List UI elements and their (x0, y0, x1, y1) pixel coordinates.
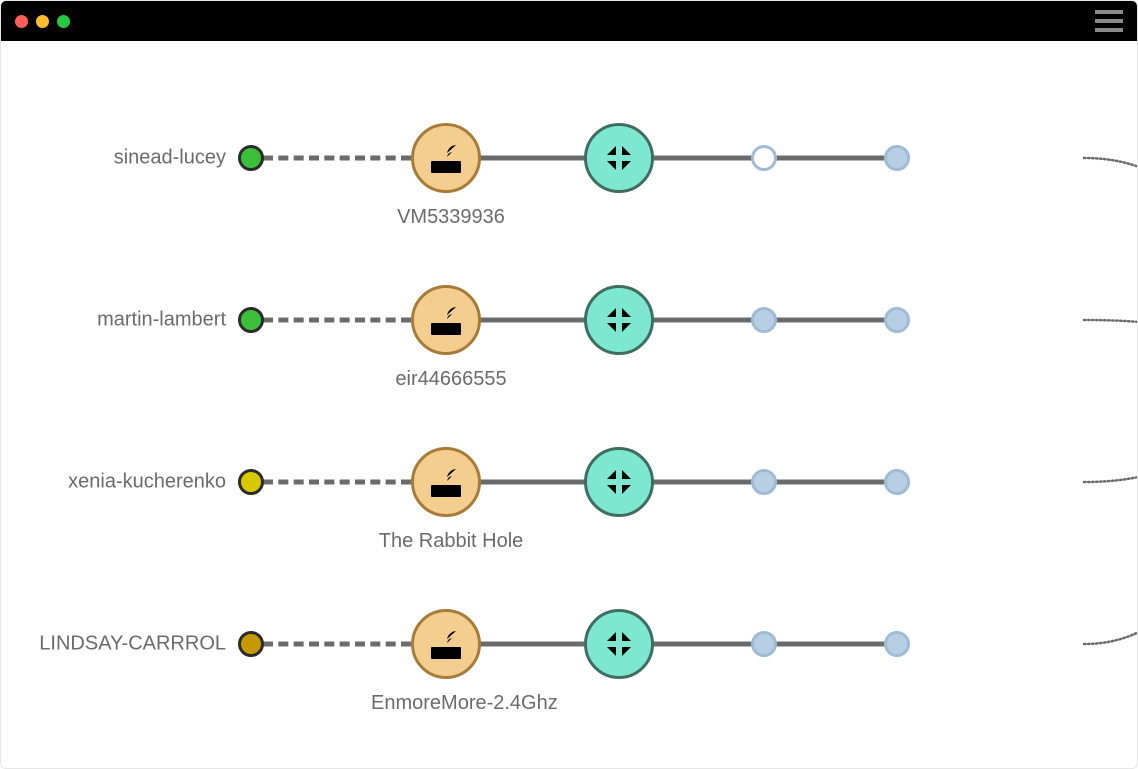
gateway-node[interactable] (584, 123, 654, 193)
menu-button[interactable] (1095, 10, 1123, 32)
network-row: xenia-kucherenkoThe Rabbit Hole (1, 437, 1137, 527)
converge-arrows-icon (598, 461, 640, 503)
status-indicator[interactable] (238, 469, 264, 495)
status-indicator[interactable] (238, 307, 264, 333)
converge-arrows-icon (598, 299, 640, 341)
device-label: EnmoreMore-2.4Ghz (371, 692, 531, 715)
router-icon (425, 461, 467, 503)
router-icon (425, 137, 467, 179)
window-close-button[interactable] (15, 15, 28, 28)
router-node[interactable] (411, 285, 481, 355)
hamburger-bar-icon (1095, 28, 1123, 32)
titlebar (1, 1, 1137, 41)
hop-node[interactable] (751, 631, 777, 657)
device-label: VM5339936 (371, 206, 531, 229)
user-label: LINDSAY-CARRROL (39, 633, 226, 656)
gateway-node[interactable] (584, 609, 654, 679)
hamburger-bar-icon (1095, 19, 1123, 23)
user-label: martin-lambert (97, 309, 226, 332)
router-node[interactable] (411, 123, 481, 193)
status-indicator[interactable] (238, 145, 264, 171)
hop-node[interactable] (751, 145, 777, 171)
hamburger-bar-icon (1095, 10, 1123, 14)
link-dashed (263, 642, 411, 647)
link-dashed (263, 318, 411, 323)
app-window: sinead-luceyVM5339936martin-lamberteir44… (0, 0, 1138, 769)
network-row: LINDSAY-CARRROLEnmoreMore-2.4Ghz (1, 599, 1137, 689)
network-topology-canvas: sinead-luceyVM5339936martin-lamberteir44… (1, 41, 1137, 768)
gateway-node[interactable] (584, 285, 654, 355)
hop-node[interactable] (884, 145, 910, 171)
window-zoom-button[interactable] (57, 15, 70, 28)
device-label: The Rabbit Hole (371, 530, 531, 553)
converge-arrows-icon (598, 623, 640, 665)
router-icon (425, 299, 467, 341)
router-icon (425, 623, 467, 665)
window-minimize-button[interactable] (36, 15, 49, 28)
hop-node[interactable] (751, 469, 777, 495)
link-solid (476, 480, 897, 485)
link-dashed (263, 480, 411, 485)
hop-node[interactable] (884, 307, 910, 333)
link-solid (476, 642, 897, 647)
status-indicator[interactable] (238, 631, 264, 657)
link-dashed (263, 156, 411, 161)
link-solid (476, 318, 897, 323)
hop-node[interactable] (884, 469, 910, 495)
router-node[interactable] (411, 609, 481, 679)
router-node[interactable] (411, 447, 481, 517)
user-label: sinead-lucey (114, 147, 226, 170)
device-label: eir44666555 (371, 368, 531, 391)
network-row: sinead-luceyVM5339936 (1, 113, 1137, 203)
network-row: martin-lamberteir44666555 (1, 275, 1137, 365)
traffic-lights (15, 15, 70, 28)
user-label: xenia-kucherenko (68, 471, 226, 494)
hop-node[interactable] (884, 631, 910, 657)
converge-arrows-icon (598, 137, 640, 179)
gateway-node[interactable] (584, 447, 654, 517)
hop-node[interactable] (751, 307, 777, 333)
link-solid (476, 156, 897, 161)
